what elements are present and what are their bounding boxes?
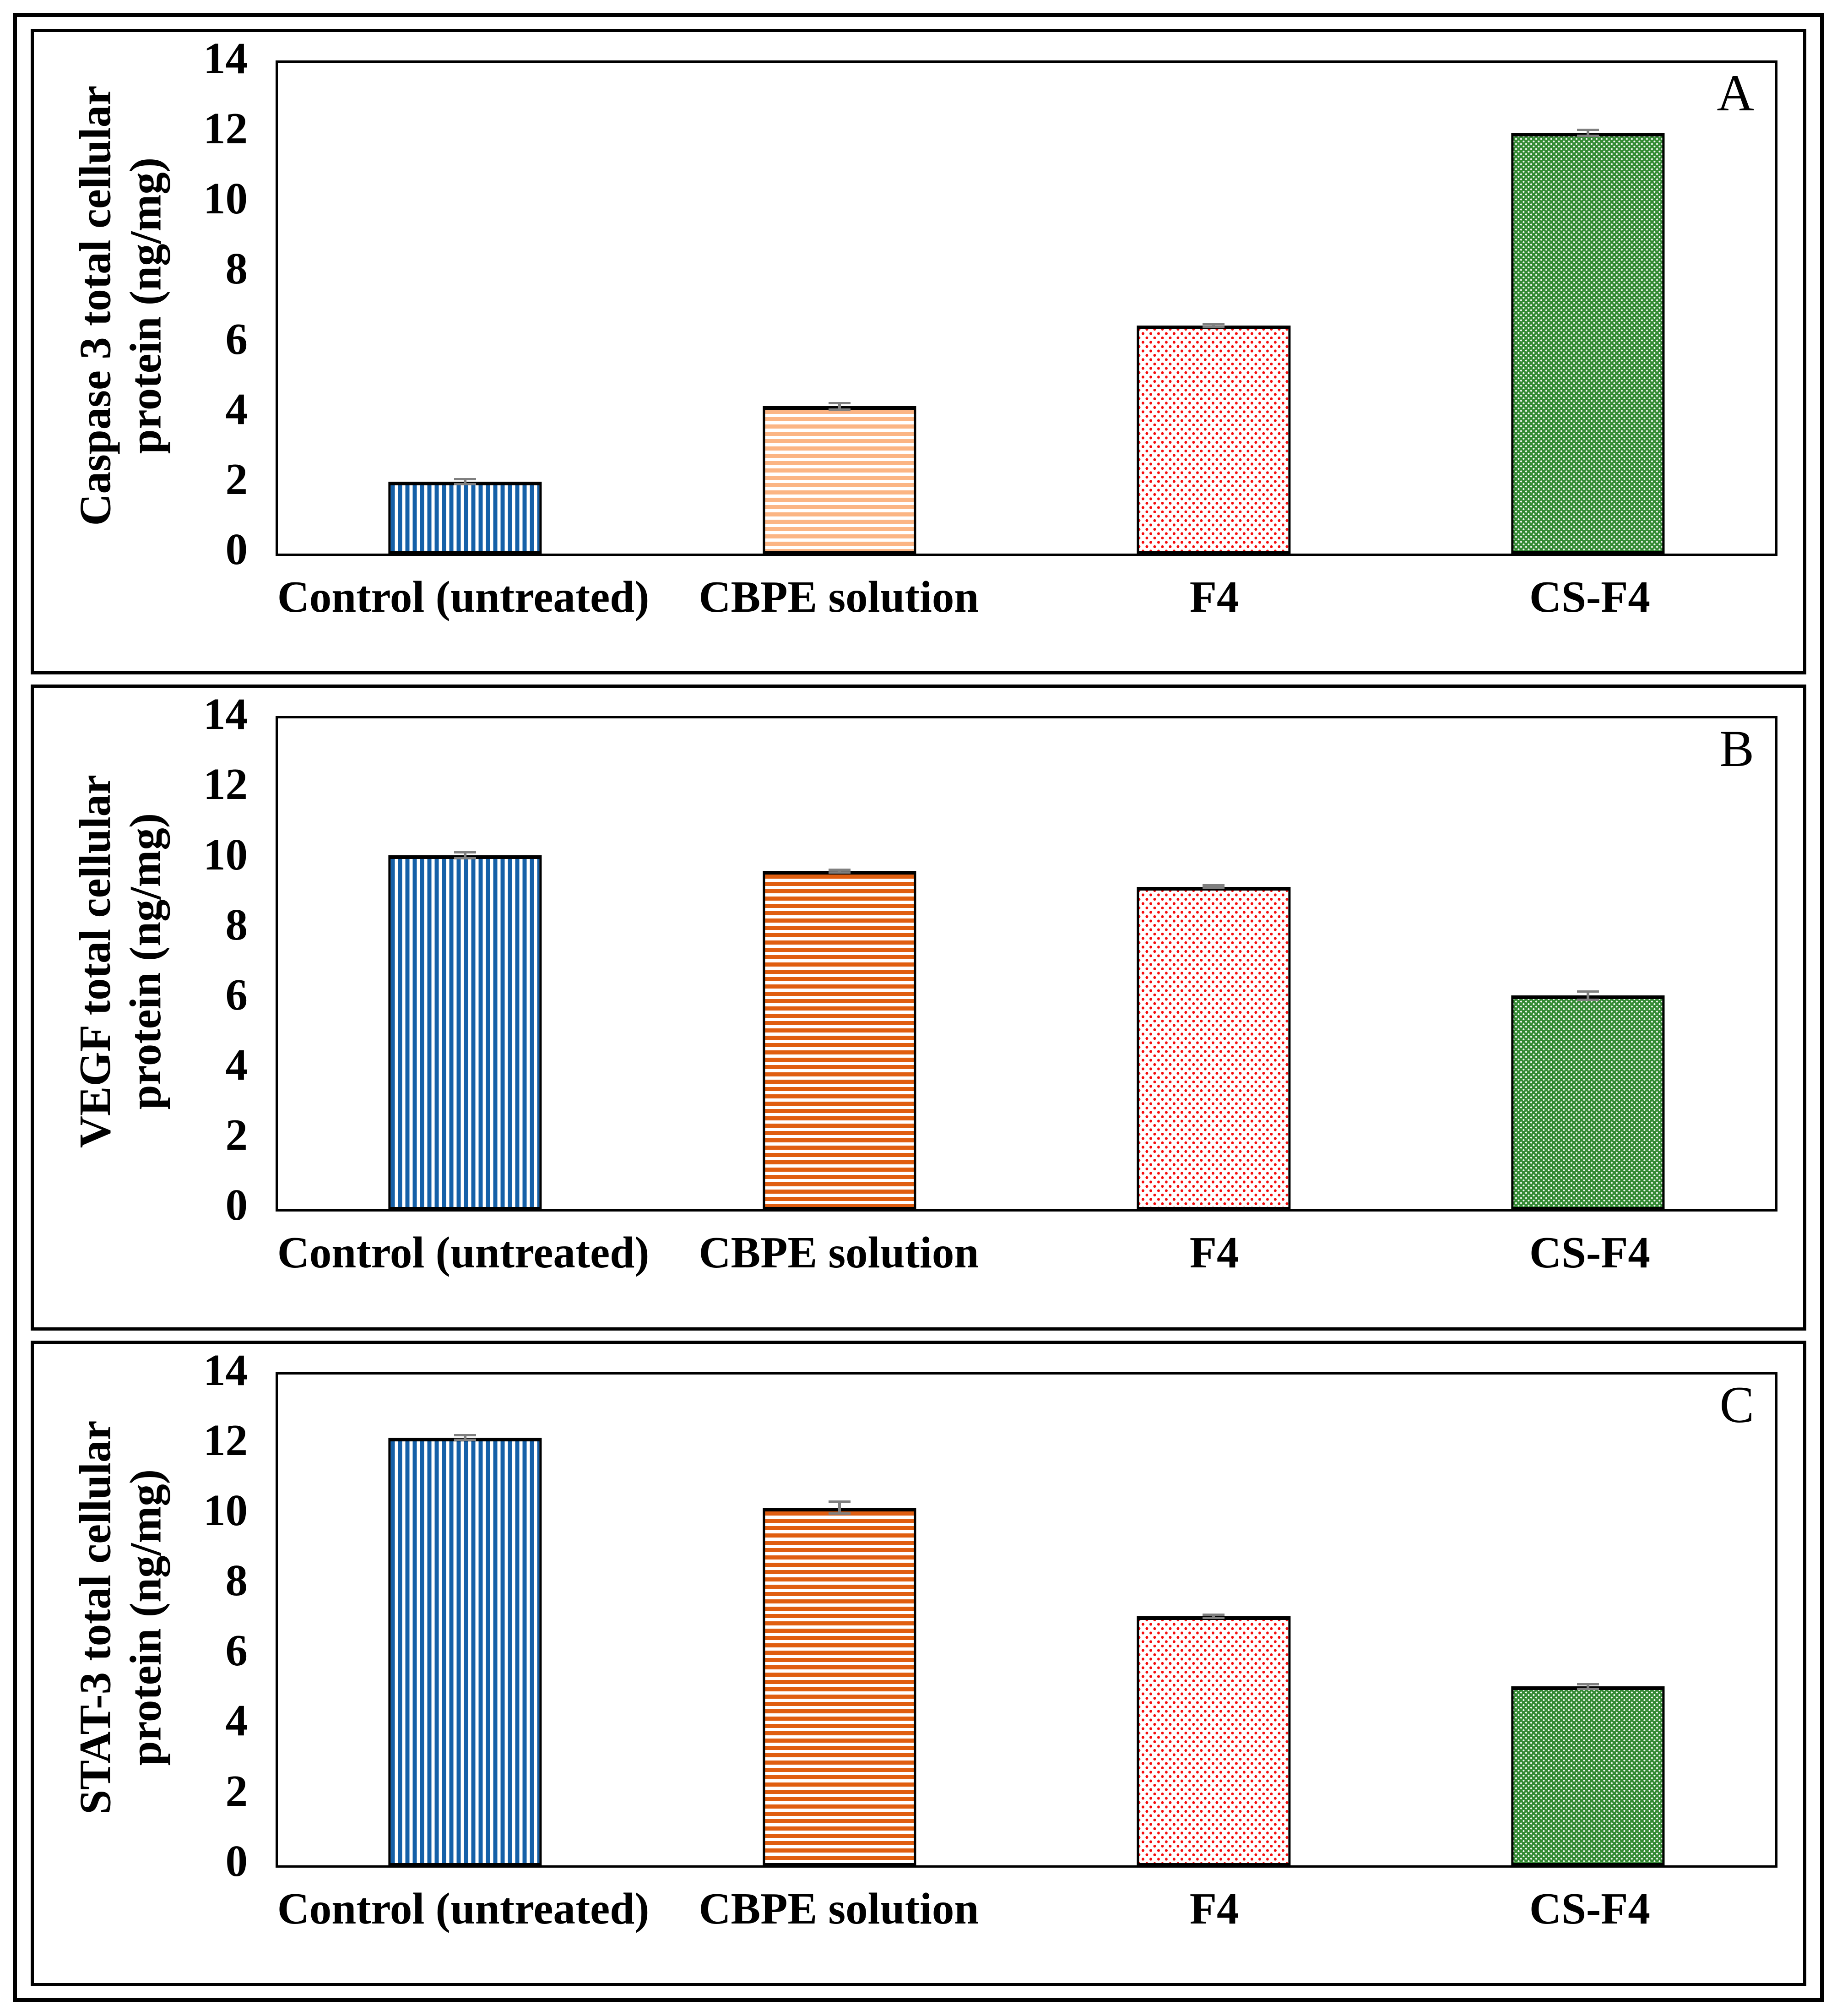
x-category-label-control-untreated: Control (untreated) xyxy=(277,1884,650,1933)
panel-letter: A xyxy=(1717,65,1754,122)
bar-slot-cs-f4 xyxy=(1401,1375,1775,1865)
figure-outer-frame: Caspase 3 total cellular protein (ng/mg)… xyxy=(13,13,1824,2002)
bar-slot-f4 xyxy=(1027,718,1401,1210)
bar-slot-control-untreated xyxy=(278,63,652,554)
y-axis-tick-labels: 0 2 4 6 8 10 12 14 xyxy=(34,1348,260,1883)
error-bar-control-untreated xyxy=(454,851,476,860)
error-bar-cbpe-solution xyxy=(828,1500,851,1515)
y-tick-label-4: 4 xyxy=(225,1040,248,1090)
y-axis-tick-labels: 0 2 4 6 8 10 12 14 xyxy=(34,692,260,1227)
y-tick-label-12: 12 xyxy=(203,760,248,809)
bar-slot-cs-f4 xyxy=(1401,718,1775,1210)
x-category-label-cs-f4: CS-F4 xyxy=(1529,1884,1650,1933)
bar-f4 xyxy=(1137,326,1291,554)
bar-cbpe-solution xyxy=(762,1507,916,1865)
bar-slot-control-untreated xyxy=(278,718,652,1210)
y-tick-label-0: 0 xyxy=(225,525,248,574)
x-category-label-control-untreated: Control (untreated) xyxy=(277,572,650,621)
plot-area: B xyxy=(276,716,1777,1212)
error-bar-control-untreated xyxy=(454,478,476,485)
y-tick-label-14: 14 xyxy=(203,34,248,83)
error-bar-cs-f4 xyxy=(1577,990,1599,1001)
y-tick-label-6: 6 xyxy=(225,1626,248,1675)
y-tick-label-4: 4 xyxy=(225,1696,248,1745)
y-tick-label-14: 14 xyxy=(203,1345,248,1395)
y-tick-label-2: 2 xyxy=(225,1110,248,1160)
x-axis-labels: Control (untreated) CBPE solution F4 CS-F4 xyxy=(276,1865,1777,1973)
y-tick-label-8: 8 xyxy=(225,1556,248,1605)
bar-cs-f4 xyxy=(1511,995,1665,1210)
y-tick-label-0: 0 xyxy=(225,1180,248,1230)
error-bar-f4 xyxy=(1203,884,1225,889)
panel-a: Caspase 3 total cellular protein (ng/mg)… xyxy=(31,29,1806,675)
bar-slot-control-untreated xyxy=(278,1375,652,1865)
x-category-label-f4: F4 xyxy=(1189,1884,1239,1933)
y-tick-label-0: 0 xyxy=(225,1836,248,1886)
bar-control-untreated xyxy=(388,482,542,554)
y-tick-label-10: 10 xyxy=(203,1485,248,1535)
y-tick-label-12: 12 xyxy=(203,1415,248,1465)
x-axis-labels: Control (untreated) CBPE solution F4 CS-F4 xyxy=(276,554,1777,661)
bar-cbpe-solution xyxy=(762,406,916,554)
error-bar-cs-f4 xyxy=(1577,128,1599,137)
x-category-label-cbpe-solution: CBPE solution xyxy=(699,572,979,621)
bar-cs-f4 xyxy=(1511,133,1665,554)
y-tick-label-12: 12 xyxy=(203,104,248,153)
panel-letter: B xyxy=(1719,720,1754,778)
y-tick-label-10: 10 xyxy=(203,830,248,879)
y-axis-tick-labels: 0 2 4 6 8 10 12 14 xyxy=(34,36,260,571)
bar-slot-cbpe-solution xyxy=(652,1375,1027,1865)
x-category-label-f4: F4 xyxy=(1189,1228,1239,1277)
x-category-label-cbpe-solution: CBPE solution xyxy=(699,1884,979,1933)
y-tick-label-2: 2 xyxy=(225,454,248,504)
plot-area: C xyxy=(276,1372,1777,1868)
bar-slot-cbpe-solution xyxy=(652,718,1027,1210)
bar-f4 xyxy=(1137,1616,1291,1865)
error-bar-f4 xyxy=(1203,323,1225,329)
bar-control-untreated xyxy=(388,855,542,1210)
x-category-label-control-untreated: Control (untreated) xyxy=(277,1228,650,1277)
bar-slot-cs-f4 xyxy=(1401,63,1775,554)
x-axis-labels: Control (untreated) CBPE solution F4 CS-F4 xyxy=(276,1209,1777,1317)
error-bar-cbpe-solution xyxy=(828,402,851,411)
bar-slot-f4 xyxy=(1027,1375,1401,1865)
bar-control-untreated xyxy=(388,1437,542,1865)
bar-f4 xyxy=(1137,886,1291,1210)
y-tick-label-8: 8 xyxy=(225,244,248,293)
y-tick-label-6: 6 xyxy=(225,314,248,364)
y-tick-label-14: 14 xyxy=(203,690,248,739)
y-tick-label-10: 10 xyxy=(203,174,248,223)
bar-cs-f4 xyxy=(1511,1686,1665,1865)
y-tick-label-4: 4 xyxy=(225,384,248,434)
error-bar-cbpe-solution xyxy=(828,869,851,874)
x-category-label-cbpe-solution: CBPE solution xyxy=(699,1228,979,1277)
bar-slot-cbpe-solution xyxy=(652,63,1027,554)
y-tick-label-8: 8 xyxy=(225,900,248,949)
x-category-label-f4: F4 xyxy=(1189,572,1239,621)
plot-area: A xyxy=(276,60,1777,556)
y-tick-label-6: 6 xyxy=(225,970,248,1019)
bar-slot-f4 xyxy=(1027,63,1401,554)
error-bar-cs-f4 xyxy=(1577,1683,1599,1690)
error-bar-control-untreated xyxy=(454,1434,476,1441)
error-bar-f4 xyxy=(1203,1613,1225,1619)
bar-cbpe-solution xyxy=(762,871,916,1210)
x-category-label-cs-f4: CS-F4 xyxy=(1529,572,1650,621)
panel-letter: C xyxy=(1719,1376,1754,1434)
y-tick-label-2: 2 xyxy=(225,1766,248,1815)
x-category-label-cs-f4: CS-F4 xyxy=(1529,1228,1650,1277)
